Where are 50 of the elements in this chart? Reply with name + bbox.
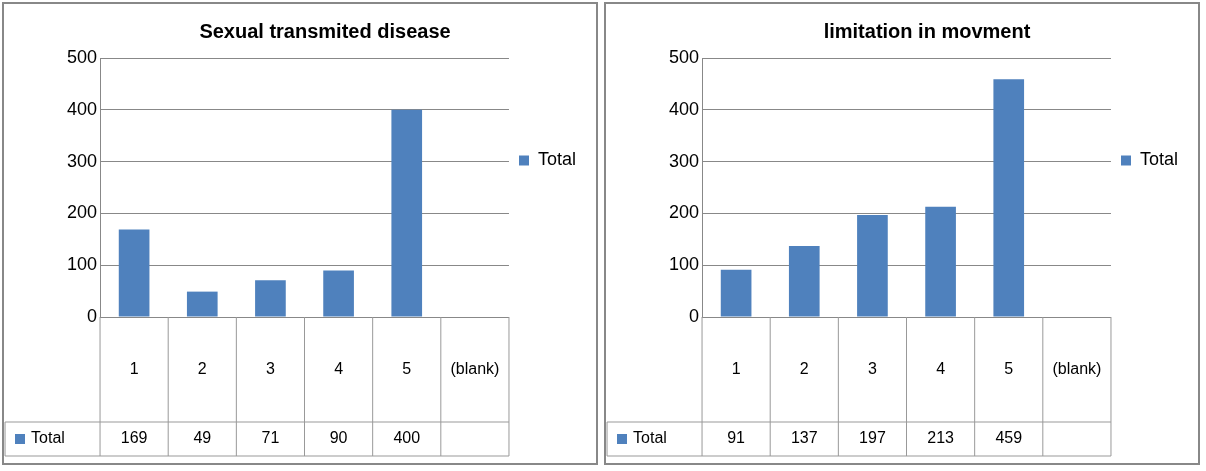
y-tick-label: 200 [66,202,98,223]
data-label: 71 [261,429,280,447]
data-label: 459 [995,429,1023,447]
x-tick-label: 1 [731,359,741,377]
x-tick-label: (blank) [1052,359,1102,377]
bar [857,214,888,317]
data-label: 197 [859,429,886,447]
y-tick-label: 0 [87,305,98,326]
legend-label: Total [537,149,577,170]
data-label: 137 [790,429,818,447]
legend-label: Total [1139,149,1179,170]
bar [925,206,956,317]
x-tick-label: 4 [936,359,946,377]
y-tick-label: 100 [668,254,700,275]
bar [720,269,752,317]
y-tick-label: 200 [668,202,700,223]
y-tick-label: 300 [66,150,98,171]
y-tick-label: 500 [668,46,700,67]
bar [391,109,423,317]
data-label: 49 [193,429,212,447]
bar [186,291,218,317]
x-tick-label: 3 [867,359,877,377]
chart-title: Sexual transmited disease [199,19,451,42]
y-tick-label: 500 [66,46,98,67]
x-tick-label: 5 [402,359,412,377]
x-tick-label: 5 [1004,359,1014,377]
y-tick-label: 300 [668,150,700,171]
x-tick-label: 1 [129,359,139,377]
bar [993,79,1025,317]
y-tick-label: 400 [66,98,98,119]
data-label: 400 [393,429,421,447]
x-tick-label: 2 [197,359,207,377]
x-tick-label: 3 [265,359,275,377]
data-label: 169 [120,429,148,447]
text: Total [633,429,667,447]
x-tick-label: 2 [799,359,809,377]
y-tick-label: 100 [66,254,98,275]
y-tick-label: 0 [689,305,700,326]
bar [788,246,820,317]
x-tick-label: (blank) [450,359,500,377]
data-label: 91 [727,429,746,447]
data-label: 213 [927,429,955,447]
bar [255,280,286,317]
bar [118,229,150,317]
x-tick-label: 4 [334,359,344,377]
y-tick-label: 400 [668,98,700,119]
chart-title: limitation in movment [823,19,1031,42]
bar [323,270,354,317]
text: Total [31,429,65,447]
data-label: 90 [329,429,348,447]
